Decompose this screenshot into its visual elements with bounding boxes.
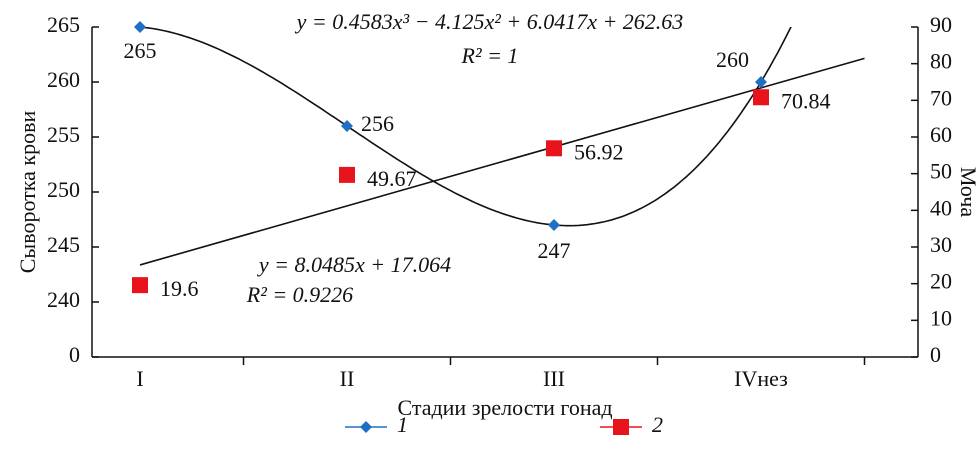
annotation: R² = 0.9226: [246, 282, 353, 307]
trendline: [139, 57, 865, 266]
legend-marker: [613, 419, 629, 435]
trendline: [139, 27, 792, 227]
y-tick-label: 265: [47, 12, 80, 37]
y-axis-title: Сыворотка крови: [15, 111, 40, 274]
marker: [341, 120, 353, 132]
marker: [753, 89, 769, 106]
legend-marker: [360, 421, 372, 433]
y2-tick-label: 20: [930, 269, 952, 294]
annotation: y = 8.0485x + 17.064: [257, 252, 451, 277]
y2-tick-label: 0: [930, 342, 941, 367]
y-tick-label: 255: [47, 122, 80, 147]
annotation: R² = 1: [461, 43, 519, 68]
data-label: 265: [124, 38, 157, 63]
y2-tick-label: 60: [930, 122, 952, 147]
y-tick-label: 260: [47, 67, 80, 92]
y2-tick-label: 50: [930, 159, 952, 184]
y-tick-label: 240: [47, 287, 80, 312]
y2-tick-label: 70: [930, 85, 952, 110]
y2-tick-label: 80: [930, 49, 952, 74]
annotation: y = 0.4583x³ − 4.125x² + 6.0417x + 262.6…: [295, 9, 684, 34]
x-tick-label: I: [136, 366, 143, 391]
y2-tick-label: 40: [930, 195, 952, 220]
y2-tick-label: 90: [930, 12, 952, 37]
data-label: 247: [538, 238, 571, 263]
marker: [546, 140, 562, 157]
y-tick-label: 0: [69, 342, 80, 367]
y2-tick-label: 10: [930, 305, 952, 330]
data-label: 256: [361, 111, 394, 136]
x-tick-label: IVнез: [734, 366, 788, 391]
legend-label: 1: [397, 412, 408, 437]
legend-label: 2: [652, 412, 663, 437]
data-label: 260: [716, 47, 749, 72]
data-label: 56.92: [574, 139, 624, 164]
y-tick-label: 245: [47, 232, 80, 257]
y2-axis-title: Моча: [956, 167, 980, 218]
marker: [132, 277, 148, 294]
data-label: 49.67: [367, 166, 417, 191]
data-label: 70.84: [781, 88, 831, 113]
marker: [755, 76, 767, 88]
x-tick-label: II: [340, 366, 355, 391]
x-tick-label: III: [543, 366, 565, 391]
marker: [134, 21, 146, 33]
marker: [548, 219, 560, 231]
y2-tick-label: 30: [930, 232, 952, 257]
marker: [339, 166, 355, 183]
data-label: 19.6: [160, 276, 199, 301]
y-tick-label: 250: [47, 177, 80, 202]
x-axis-title: Стадии зрелости гонад: [397, 395, 612, 420]
